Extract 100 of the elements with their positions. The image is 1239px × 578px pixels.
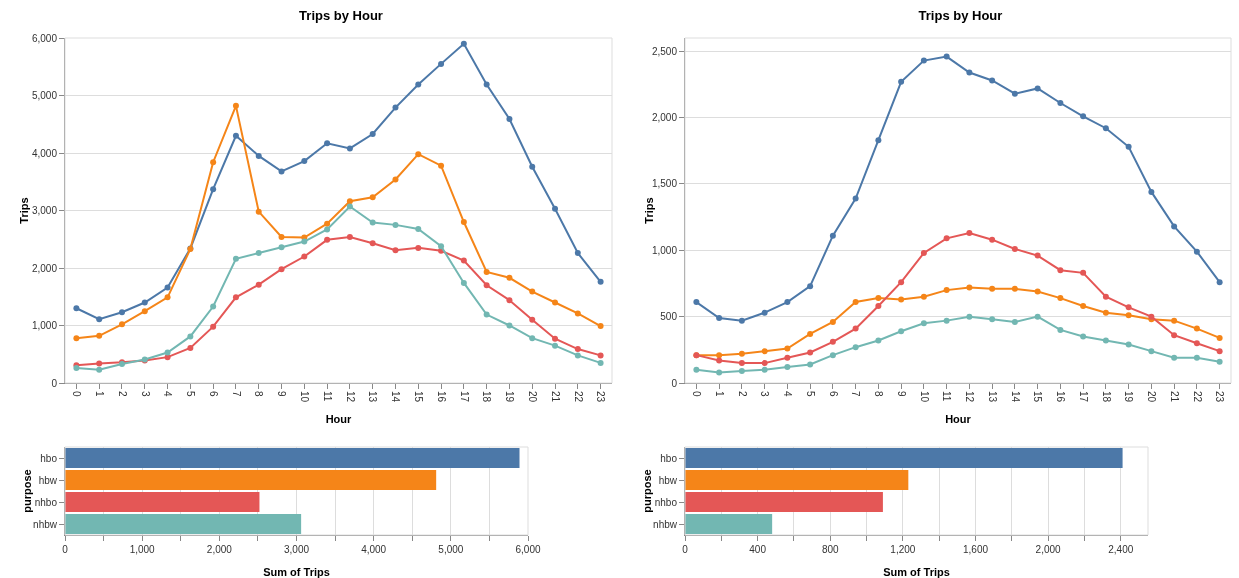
point — [1034, 252, 1041, 259]
point — [1102, 293, 1109, 300]
x-axis-title: Sum of Trips — [883, 566, 950, 578]
point — [1171, 223, 1178, 230]
point — [738, 317, 745, 324]
point — [943, 317, 950, 324]
bar — [685, 513, 773, 535]
point — [301, 253, 308, 260]
point — [693, 299, 700, 306]
x-tick-label: 18 — [1100, 391, 1112, 403]
point — [506, 297, 513, 304]
point — [278, 244, 285, 251]
point — [1125, 312, 1132, 319]
point — [875, 337, 882, 344]
point — [920, 320, 927, 327]
point — [369, 240, 376, 247]
point — [1148, 348, 1155, 355]
x-tick-label: 22 — [572, 391, 584, 403]
x-tick-label: 21 — [1168, 391, 1180, 403]
point — [1125, 143, 1132, 150]
point — [784, 354, 791, 361]
point — [574, 352, 581, 359]
x-tick-label: 10 — [918, 391, 930, 403]
point — [1034, 313, 1041, 320]
x-tick-label: 10 — [299, 391, 311, 403]
y-tick-label: 0 — [671, 377, 678, 389]
point — [852, 344, 859, 351]
x-tick-label: 5,000 — [438, 544, 464, 555]
point — [784, 364, 791, 371]
point — [829, 318, 836, 325]
x-axis-title: Hour — [325, 413, 353, 425]
point — [1216, 334, 1223, 341]
point — [966, 69, 973, 76]
x-tick-label: 1 — [713, 391, 725, 397]
point — [506, 322, 513, 329]
point — [232, 102, 239, 109]
x-tick-label: 19 — [504, 391, 516, 403]
point — [898, 279, 905, 286]
point — [597, 278, 604, 285]
point — [966, 313, 973, 320]
point — [574, 250, 581, 257]
x-tick-label: 0 — [691, 391, 703, 397]
point — [1216, 348, 1223, 355]
point — [210, 186, 217, 193]
point — [898, 78, 905, 85]
bar — [685, 491, 883, 513]
y-tick-label: 1,000 — [31, 320, 58, 331]
point — [232, 132, 239, 139]
y-tick-label: 4,000 — [31, 147, 58, 159]
x-tick-label: 23 — [595, 391, 607, 403]
point — [1080, 333, 1087, 340]
bar — [685, 447, 1123, 469]
point — [574, 346, 581, 353]
point — [1011, 90, 1018, 97]
point — [1125, 341, 1132, 348]
y-tick-label: 1,000 — [651, 244, 678, 256]
x-tick-label: 1,200 — [890, 544, 916, 555]
point — [210, 323, 217, 330]
point — [761, 360, 768, 367]
x-tick-label: 8 — [253, 391, 265, 397]
point — [738, 360, 745, 367]
point — [210, 303, 217, 310]
point — [232, 294, 239, 301]
point — [369, 219, 376, 226]
point — [943, 287, 950, 294]
x-tick-label: 14 — [390, 391, 402, 403]
x-tick-label: 9 — [276, 391, 288, 397]
point — [187, 333, 194, 340]
point — [415, 225, 422, 232]
point — [164, 349, 171, 356]
chart-title: Trips by Hour — [299, 7, 383, 23]
point — [324, 220, 331, 227]
point — [920, 57, 927, 64]
x-tick-label: 21 — [549, 391, 561, 403]
point — [784, 299, 791, 306]
point — [784, 345, 791, 352]
x-tick-label: 3,000 — [283, 544, 310, 555]
point — [829, 352, 836, 359]
point — [989, 236, 996, 243]
point — [278, 168, 285, 175]
x-tick-label: 4,000 — [361, 544, 387, 555]
point — [552, 335, 559, 342]
point — [1193, 248, 1200, 255]
y-tick-label: 2,000 — [31, 262, 58, 274]
x-tick-label: 18 — [481, 391, 493, 403]
point — [529, 335, 536, 342]
point — [943, 235, 950, 242]
x-tick-label: 16 — [435, 391, 447, 403]
y-tick-label: hbo — [660, 452, 678, 464]
x-tick-label: 8 — [873, 391, 885, 397]
x-tick-label: 6 — [827, 391, 839, 397]
point — [483, 311, 490, 318]
point — [460, 279, 467, 286]
x-tick-label: 1,600 — [962, 544, 989, 555]
point — [1034, 85, 1041, 92]
point — [73, 335, 80, 342]
point — [552, 299, 559, 306]
point — [438, 162, 445, 169]
y-tick-label: 2,500 — [651, 45, 678, 57]
point — [1102, 337, 1109, 344]
